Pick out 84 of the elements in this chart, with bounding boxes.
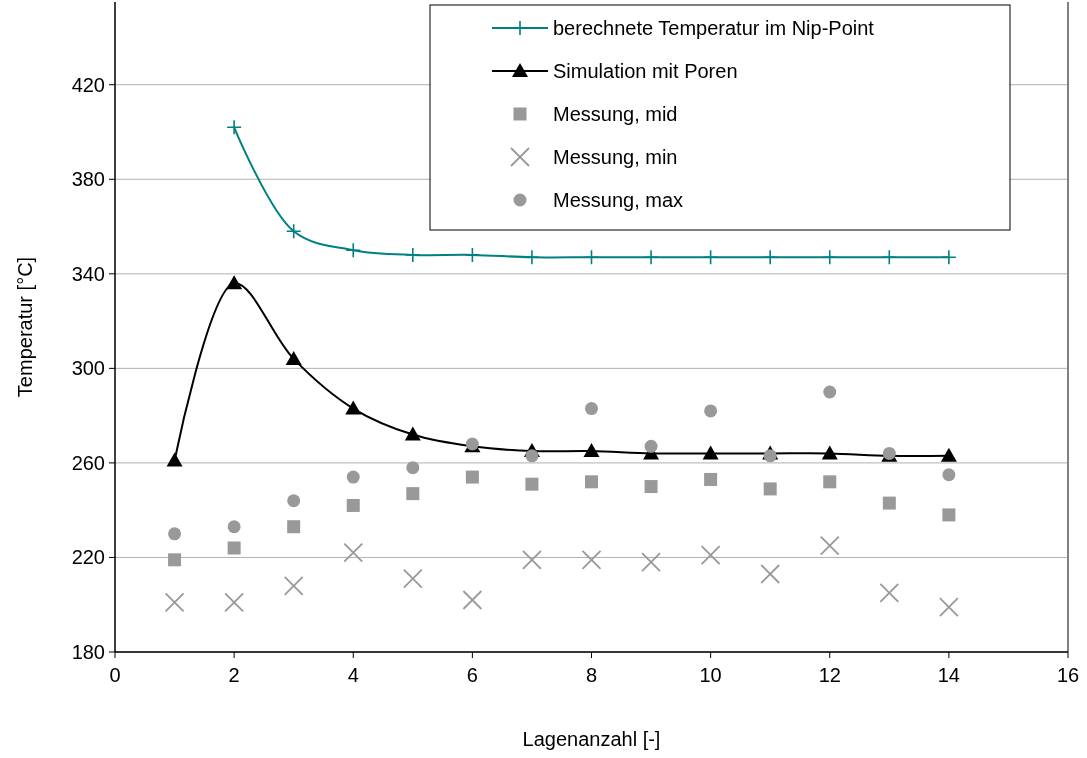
- point: [941, 249, 957, 266]
- point: [168, 553, 182, 567]
- point: [465, 470, 479, 484]
- point: [406, 461, 420, 475]
- point: [763, 449, 777, 463]
- y-tick-label: 300: [71, 357, 105, 380]
- point: [585, 475, 598, 489]
- point: [762, 249, 778, 266]
- point: [287, 494, 301, 508]
- legend-label: Messung, max: [553, 189, 684, 211]
- point: [404, 426, 421, 441]
- point: [583, 443, 600, 458]
- y-axis-title: Temperatur [°C]: [14, 256, 36, 398]
- x-tick-label: 0: [109, 664, 121, 686]
- point: [283, 575, 304, 596]
- point: [821, 445, 838, 460]
- point: [879, 583, 900, 603]
- x-tick-label: 14: [937, 664, 960, 686]
- point: [406, 487, 420, 501]
- point: [643, 249, 659, 266]
- point: [942, 468, 956, 482]
- point: [464, 247, 481, 263]
- y-tick-label: 220: [71, 546, 105, 569]
- legend-label: Messung, mid: [553, 103, 678, 125]
- point: [881, 249, 898, 266]
- point: [760, 564, 781, 584]
- point: [166, 452, 183, 467]
- point: [821, 249, 838, 266]
- x-tick-label: 8: [585, 664, 598, 686]
- point: [940, 447, 957, 462]
- point: [346, 498, 360, 512]
- y-tick-label: 180: [71, 641, 105, 663]
- point: [345, 400, 362, 415]
- point: [525, 477, 539, 491]
- point: [226, 119, 242, 136]
- point: [585, 402, 598, 416]
- x-tick-label: 4: [347, 664, 359, 686]
- point: [522, 549, 542, 570]
- x-tick-label: 10: [699, 664, 722, 686]
- point: [581, 549, 602, 570]
- point: [702, 445, 719, 460]
- legend-label: Messung, min: [553, 146, 678, 168]
- point: [763, 482, 777, 496]
- point: [226, 275, 243, 290]
- x-axis-title: Lagenanzahl [-]: [522, 728, 661, 750]
- point: [227, 541, 241, 555]
- point: [938, 597, 959, 617]
- point: [704, 404, 718, 418]
- legend-label: berechnete Temperatur im Nip-Point: [553, 17, 875, 39]
- point: [345, 242, 362, 258]
- point: [168, 527, 182, 541]
- y-tick-label: 420: [71, 73, 105, 96]
- point: [287, 520, 301, 534]
- point: [700, 545, 721, 565]
- y-tick-label: 380: [71, 168, 105, 191]
- point: [462, 590, 483, 610]
- point: [402, 568, 423, 589]
- point: [641, 552, 661, 573]
- x-tick-label: 2: [228, 664, 240, 686]
- point: [704, 472, 718, 486]
- point: [525, 449, 539, 463]
- point: [823, 385, 837, 399]
- point: [285, 223, 302, 240]
- y-tick-label: 340: [71, 262, 105, 285]
- point: [346, 470, 360, 484]
- point: [644, 439, 658, 453]
- point: [882, 496, 896, 510]
- point: [164, 592, 185, 613]
- point: [405, 247, 421, 263]
- point: [823, 475, 837, 489]
- point: [285, 350, 302, 365]
- point: [942, 508, 956, 522]
- point: [644, 480, 658, 494]
- x-tick-label: 6: [466, 664, 478, 686]
- point: [227, 520, 241, 534]
- point: [224, 592, 245, 613]
- point: [702, 249, 719, 266]
- point: [343, 542, 364, 563]
- point: [583, 249, 600, 266]
- y-tick-label: 260: [71, 451, 105, 474]
- point: [819, 535, 840, 556]
- x-tick-label: 12: [818, 664, 841, 686]
- x-tick-label: 16: [1056, 664, 1080, 686]
- legend-label: Simulation mit Poren: [553, 60, 738, 82]
